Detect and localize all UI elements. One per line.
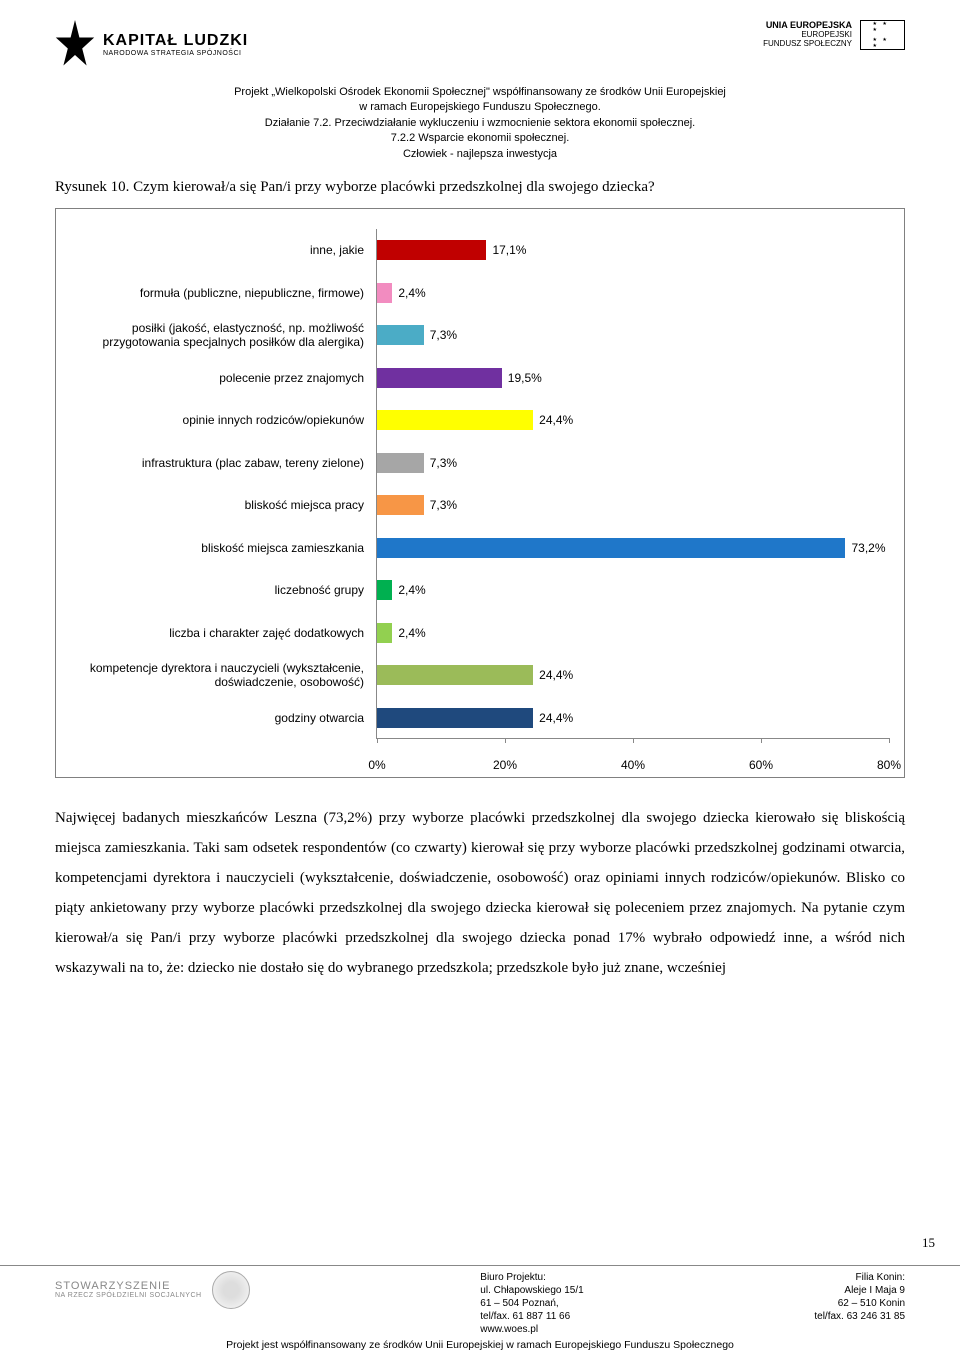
chart-bar-label: bliskość miejsca pracy [67,498,372,512]
logo-left-subtitle: NARODOWA STRATEGIA SPÓJNOŚCI [103,50,248,58]
footer-mid-line: tel/fax. 61 887 11 66 [480,1310,583,1323]
chart-bar-row: bliskość miejsca pracy 7,3% [67,484,579,527]
chart-bar-label: posiłki (jakość, elastyczność, np. możli… [67,321,372,350]
chart-bar: 7,3% [377,453,424,473]
chart-bar-label: formuła (publiczne, niepubliczne, firmow… [67,286,372,300]
chart-bar: 7,3% [377,495,424,515]
seal-icon [212,1271,250,1309]
chart-bar-value: 19,5% [502,371,542,385]
chart-bar-row: posiłki (jakość, elastyczność, np. możli… [67,314,579,357]
star-icon [55,20,95,70]
chart-x-tick: 20% [493,758,517,772]
chart-bar: 19,5% [377,368,502,388]
footer-mid-line: www.woes.pl [480,1323,583,1336]
chart-bar-row: bliskość miejsca zamieszkania73,2% [67,526,579,569]
chart-x-tick: 80% [877,758,901,772]
chart-bar: 7,3% [377,325,424,345]
chart-bar-value: 24,4% [533,668,573,682]
chart-bar-value: 2,4% [392,583,425,597]
chart-bar-row: formuła (publiczne, niepubliczne, firmow… [67,271,579,314]
chart-bar-label: bliskość miejsca zamieszkania [67,541,372,555]
chart-bar-value: 2,4% [392,626,425,640]
chart-bar-row: polecenie przez znajomych 19,5% [67,356,579,399]
logo-left-title: KAPITAŁ LUDZKI [103,32,248,50]
chart-bar-label: infrastruktura (plac zabaw, tereny zielo… [67,456,372,470]
chart-bar-value: 24,4% [533,711,573,725]
chart-bar-label: opinie innych rodziców/opiekunów [67,413,372,427]
chart-bar: 24,4% [377,410,533,430]
chart-bar: 73,2% [377,538,845,558]
page-header: KAPITAŁ LUDZKI NARODOWA STRATEGIA SPÓJNO… [0,0,960,75]
chart-x-tickmark [633,738,634,743]
footer-mid-block: Biuro Projektu: ul. Chłapowskiego 15/1 6… [480,1271,583,1336]
chart-plot-area: 0%20%40%60%80% inne, jakie17,1%formuła (… [376,229,889,739]
chart-bar-value: 7,3% [424,328,457,342]
chart-bar-row: liczebność grupy 2,4% [67,569,579,612]
chart-x-tickmark [761,738,762,743]
chart-bar: 2,4% [377,623,392,643]
footer-right-block: Filia Konin: Aleje I Maja 9 62 – 510 Kon… [814,1271,905,1323]
chart-bar-value: 7,3% [424,456,457,470]
figure-title: Rysunek 10. Czym kierował/a się Pan/i pr… [0,177,960,208]
footer-mid-line: 61 – 504 Poznań, [480,1297,583,1310]
chart-x-tick: 40% [621,758,645,772]
chart-bar: 2,4% [377,580,392,600]
chart-bar-value: 17,1% [486,243,526,257]
chart-x-tick: 0% [368,758,385,772]
footer-mid-line: ul. Chłapowskiego 15/1 [480,1284,583,1297]
chart-bar: 24,4% [377,665,533,685]
chart-bar-row: liczba i charakter zajęć dodatkowych 2,4% [67,611,579,654]
chart-bar: 24,4% [377,708,533,728]
chart-bar-label: godziny otwarcia [67,711,372,725]
logo-kapital-ludzki: KAPITAŁ LUDZKI NARODOWA STRATEGIA SPÓJNO… [55,20,248,70]
chart-bar-row: opinie innych rodziców/opiekunów 24,4% [67,399,579,442]
footer-logo-sub: NA RZECZ SPÓŁDZIELNI SOCJALNYCH [55,1292,202,1300]
chart-container: 0% 20% 40% 60% 80% inne, jakie 17,1% formuła (… [55,208,905,778]
eu-flag-icon [860,20,905,50]
project-line: w ramach Europejskiego Funduszu Społeczn… [55,100,905,115]
chart-bar: 2,4% [377,283,392,303]
footer-right-line: 62 – 510 Konin [814,1297,905,1310]
logo-eu: UNIA EUROPEJSKA EUROPEJSKI FUNDUSZ SPOŁE… [763,20,905,50]
footer-left-block: STOWARZYSZENIE NA RZECZ SPÓŁDZIELNI SOCJ… [55,1271,250,1309]
chart-bar-value: 2,4% [392,286,425,300]
footer-right-line: Aleje I Maja 9 [814,1284,905,1297]
project-line: Projekt „Wielkopolski Ośrodek Ekonomii S… [55,85,905,100]
project-info-block: Projekt „Wielkopolski Ośrodek Ekonomii S… [0,75,960,177]
chart-bar-label: inne, jakie [67,243,372,257]
project-line: Działanie 7.2. Przeciwdziałanie wyklucze… [55,116,905,131]
chart-x-tickmark [505,738,506,743]
body-paragraph: Najwięcej badanych mieszkańców Leszna (7… [0,778,960,983]
chart-x-tick: 60% [749,758,773,772]
footer-bottom-line: Projekt jest współfinansowany ze środków… [55,1336,905,1351]
footer-right-title: Filia Konin: [814,1271,905,1284]
chart-bar-label: kompetencje dyrektora i nauczycieli (wyk… [67,661,372,690]
chart-bar-row: godziny otwarcia 24,4% [67,696,579,739]
chart-bar: 17,1% [377,240,486,260]
chart-bar-row: inne, jakie 17,1% [67,229,579,272]
chart-bar-value: 24,4% [533,413,573,427]
chart-bar-row: kompetencje dyrektora i nauczycieli (wyk… [67,654,579,697]
chart-bar-label: liczebność grupy [67,583,372,597]
project-line: 7.2.2 Wsparcie ekonomii społecznej. [55,131,905,146]
footer-logo-title: STOWARZYSZENIE [55,1280,202,1292]
page-footer: STOWARZYSZENIE NA RZECZ SPÓŁDZIELNI SOCJ… [0,1265,960,1356]
page-number: 15 [922,1235,935,1251]
chart-bar-row: infrastruktura (plac zabaw, tereny zielo… [67,441,579,484]
logo-right-sub2: FUNDUSZ SPOŁECZNY [763,40,852,49]
footer-mid-title: Biuro Projektu: [480,1271,583,1284]
chart-bar-label: liczba i charakter zajęć dodatkowych [67,626,372,640]
chart-bar-value: 73,2% [845,541,885,555]
footer-right-line: tel/fax. 63 246 31 85 [814,1310,905,1323]
chart-bar-value: 7,3% [424,498,457,512]
chart-bar-label: polecenie przez znajomych [67,371,372,385]
chart-x-tickmark [377,738,378,743]
project-line: Człowiek - najlepsza inwestycja [55,147,905,162]
chart-x-tickmark [889,738,890,743]
